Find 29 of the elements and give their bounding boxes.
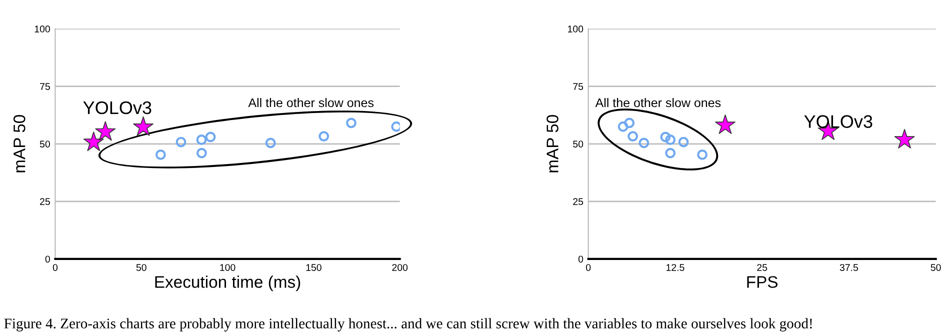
annotation: All the other slow ones: [248, 98, 374, 108]
x-tick-label: 150: [306, 264, 322, 271]
x-axis-title: FPS: [747, 276, 778, 288]
y-tick-label: 100: [568, 26, 584, 32]
x-tick-label: 25: [757, 264, 768, 271]
x-tick-label: 0: [52, 264, 58, 271]
y-tick-label: 25: [573, 198, 584, 206]
annotation: YOLOv3: [804, 115, 872, 128]
x-tick-label: 12.5: [666, 264, 684, 271]
x-tick-label: 0: [586, 264, 591, 271]
y-tick-label: 25: [40, 198, 50, 206]
x-tick-label: 50: [930, 264, 941, 271]
caption: Figure 4. Zero-axis charts are probably more intellectually honest... and we can still screw with the variables to make ourselves look good!: [4, 318, 812, 332]
y-tick-label: 0: [45, 256, 50, 263]
y-tick-label: 75: [40, 83, 50, 90]
y-tick-label: 50: [40, 140, 50, 148]
annotation: YOLOv3: [83, 101, 152, 114]
y-tick-label: 75: [573, 83, 584, 90]
y-axis-title: mAP 50: [546, 115, 558, 172]
y-axis-title: mAP 50: [13, 115, 26, 172]
y-tick-label: 0: [578, 256, 584, 263]
x-tick-label: 200: [392, 264, 408, 271]
x-tick-label: 37.5: [840, 264, 858, 271]
x-tick-label: 50: [136, 264, 146, 271]
annotation: All the other slow ones: [595, 98, 721, 108]
y-tick-label: 50: [573, 140, 584, 148]
x-tick-label: 100: [220, 264, 236, 271]
y-tick-label: 100: [34, 26, 50, 32]
x-axis-title: Execution time (ms): [155, 276, 300, 292]
